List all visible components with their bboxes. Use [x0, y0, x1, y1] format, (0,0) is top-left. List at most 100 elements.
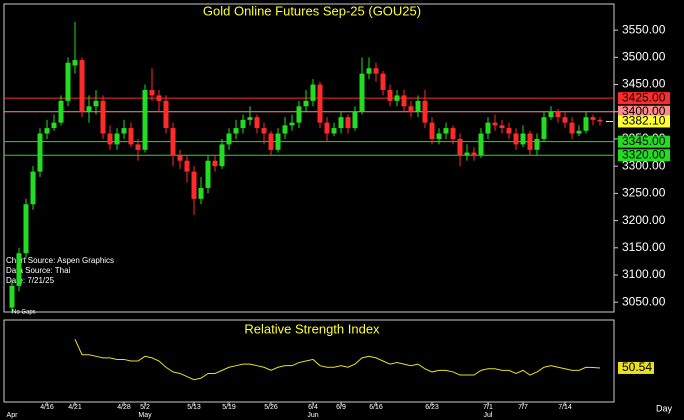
candle-body	[513, 133, 519, 145]
x-tick-label: 7/1	[483, 404, 493, 411]
candle-body	[534, 138, 540, 150]
candle-body	[289, 122, 295, 126]
candle-body	[408, 106, 414, 112]
candle-body	[422, 100, 428, 123]
y-tick-label: 3300.00	[622, 158, 666, 172]
candle-body	[93, 100, 99, 107]
candle-body	[457, 138, 463, 156]
candle-body	[37, 133, 43, 172]
y-tick-label: 3250.00	[622, 186, 666, 200]
candle-body	[191, 171, 197, 199]
candle-body	[128, 128, 134, 145]
candle-body	[114, 133, 120, 145]
y-tick-label: 3150.00	[622, 240, 666, 254]
candle-body	[443, 128, 449, 134]
candle-body	[30, 171, 36, 205]
candle-body	[149, 89, 155, 96]
candle-body	[198, 187, 204, 199]
candle-body	[219, 144, 225, 167]
candle-body	[450, 128, 456, 139]
candle-body	[121, 128, 127, 134]
y-tick-label: 3200.00	[622, 213, 666, 227]
candle-body	[359, 73, 365, 112]
last-price-label: 3382.10	[622, 114, 666, 128]
x-tick-label: 4/28	[117, 404, 131, 411]
x-tick-label: 6/9	[336, 404, 346, 411]
candle-body	[520, 133, 526, 145]
candle-body	[415, 100, 421, 112]
y-tick-label: 3100.00	[622, 267, 666, 281]
candle-body	[576, 130, 582, 134]
y-tick-label: 3550.00	[622, 22, 666, 36]
x-tick-label: 5/26	[264, 404, 278, 411]
candle-body	[170, 128, 176, 156]
candle-body	[429, 122, 435, 139]
candle-body	[254, 117, 260, 129]
candle-body	[464, 152, 470, 156]
candle-body	[471, 152, 477, 156]
candle-body	[107, 133, 113, 145]
x-tick-label: 6/16	[369, 404, 383, 411]
price-panel	[3, 3, 615, 313]
candle-body	[240, 119, 246, 129]
rsi-value-box	[618, 361, 654, 374]
candle-body	[590, 117, 596, 120]
candle-body	[184, 160, 190, 172]
level-box	[618, 149, 670, 162]
y-tick-label: 3050.00	[622, 294, 666, 308]
candle-body	[492, 122, 498, 126]
candle-body	[352, 111, 358, 129]
candle-body	[275, 133, 281, 150]
candle-body	[163, 100, 169, 129]
candle-body	[324, 122, 330, 134]
x-tick-label: 5/13	[187, 404, 201, 411]
chart-title: Gold Online Futures Sep-25 (GOU25)	[203, 3, 421, 18]
candle-body	[303, 100, 309, 107]
last-price-box	[618, 115, 670, 128]
candle-body	[373, 68, 379, 74]
x-tick-label: 4/16	[40, 404, 54, 411]
rsi-panel	[3, 319, 615, 403]
candle-body	[548, 111, 554, 118]
candle-body	[583, 117, 589, 131]
candle-body	[387, 89, 393, 101]
candle-body	[282, 125, 288, 134]
month-label: May	[138, 412, 152, 419]
x-tick-label: 7/14	[558, 404, 572, 411]
candle-body	[51, 122, 57, 129]
candle-body	[23, 204, 29, 254]
candle-body	[485, 122, 491, 134]
candle-body	[394, 95, 400, 101]
note: Chart Source: Aspen Graphics	[6, 256, 114, 265]
candle-body	[247, 117, 253, 120]
candle-body	[345, 117, 351, 129]
candle-body	[499, 125, 505, 129]
month-label: Jul	[484, 412, 493, 419]
candle-body	[331, 128, 337, 134]
level-label: 3400.00	[622, 104, 666, 118]
candle-body	[261, 128, 267, 134]
candle-body	[366, 68, 372, 74]
x-tick-label: 5/19	[222, 404, 236, 411]
rsi-value-label: 50.54	[622, 360, 652, 374]
rsi-title: Relative Strength Index	[244, 321, 380, 336]
month-label: Jun	[307, 412, 318, 419]
level-box	[618, 105, 670, 118]
candle-body	[597, 119, 603, 122]
candle-body	[527, 133, 533, 150]
x-tick-label: 7/7	[518, 404, 528, 411]
candle-body	[296, 106, 302, 123]
candle-body	[212, 160, 218, 167]
candle-body	[478, 133, 484, 156]
x-tick-label: 4/21	[68, 404, 82, 411]
level-label: 3320.00	[622, 147, 666, 161]
level-label: 3345.00	[622, 134, 666, 148]
candle-body	[177, 155, 183, 161]
candle-body	[86, 106, 92, 112]
candle-body	[310, 84, 316, 101]
candle-body	[226, 133, 232, 145]
candle-body	[562, 117, 568, 123]
